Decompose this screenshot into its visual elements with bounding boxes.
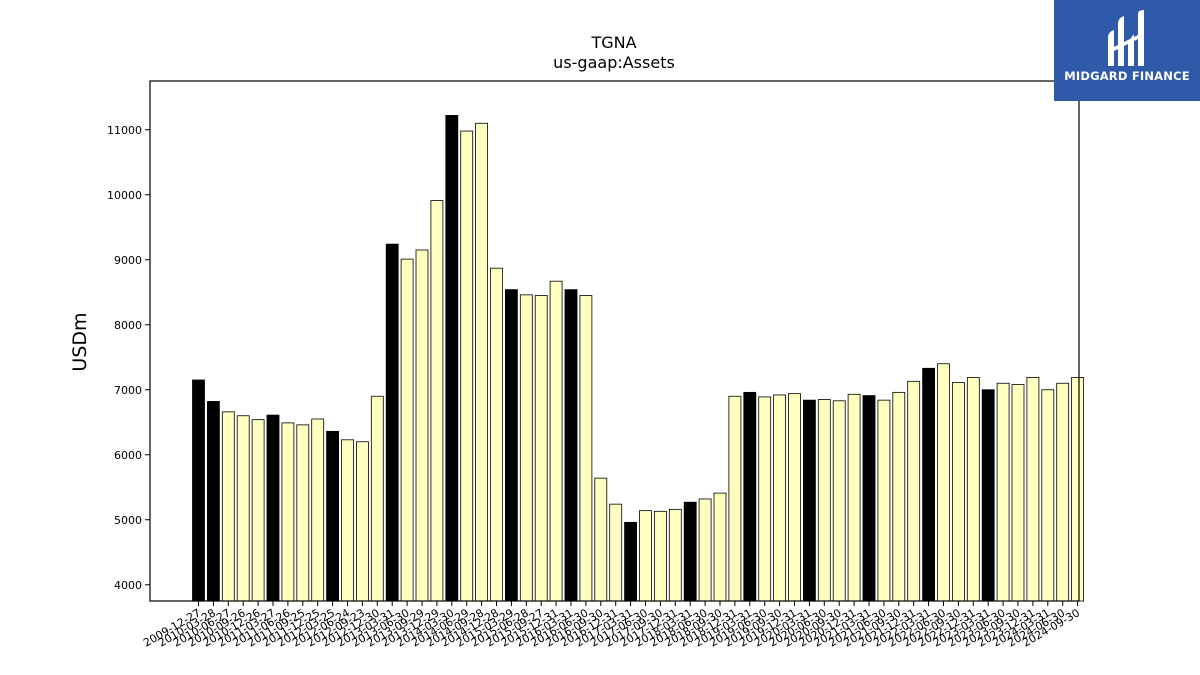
- bar-2015-09-27: [534, 295, 548, 602]
- brand-logo: MIDGARD FINANCE: [1054, 0, 1200, 101]
- bar-2024-03-31: [1041, 389, 1055, 602]
- chart-subtitle: us-gaap:Assets: [553, 53, 675, 72]
- bar-2023-06-30: [996, 382, 1010, 602]
- bar-2014-06-29: [460, 130, 474, 602]
- bar-2011-09-25: [296, 424, 310, 602]
- y-tick-label: 10000: [107, 189, 142, 202]
- bar-2020-12-31: [847, 393, 861, 602]
- bar-2017-06-30: [639, 510, 652, 602]
- bar-2013-12-29: [430, 200, 444, 602]
- bar-2010-06-27: [221, 411, 235, 602]
- bar-2023-03-31: [981, 389, 995, 602]
- y-tick-label: 9000: [114, 254, 142, 267]
- bar-2021-06-30: [877, 399, 891, 602]
- midgard-logo-icon: [1108, 10, 1144, 66]
- bar-2014-12-28: [490, 267, 503, 602]
- bar-2020-06-30: [817, 399, 831, 602]
- bar-2022-06-30: [937, 363, 950, 602]
- bar-2018-03-31: [683, 501, 697, 602]
- bar-2018-09-30: [713, 492, 727, 602]
- bar-2016-06-30: [579, 295, 593, 602]
- bar-2017-12-31: [668, 508, 682, 602]
- x-ticks-group: 2009-12-272010-03-282010-06-272010-09-26…: [141, 601, 1082, 650]
- bar-2012-06-24: [341, 439, 354, 602]
- bar-2019-06-30: [758, 396, 772, 602]
- y-tick-label: 8000: [114, 319, 142, 332]
- bar-2011-06-26: [281, 422, 295, 602]
- bar-2012-03-25: [326, 430, 340, 602]
- bar-2016-12-31: [609, 503, 623, 602]
- bar-2022-03-31: [922, 367, 935, 602]
- bar-2016-09-30: [594, 477, 608, 602]
- bar-2020-09-30: [832, 400, 846, 602]
- bar-2021-09-30: [892, 391, 906, 602]
- bar-2015-12-31: [549, 280, 563, 602]
- bar-2012-09-23: [355, 441, 369, 602]
- bar-2021-12-31: [907, 380, 921, 602]
- bar-2013-03-31: [385, 243, 399, 602]
- y-tick-label: 11000: [107, 124, 142, 137]
- bar-2022-09-30: [952, 382, 965, 602]
- bar-2015-06-28: [519, 294, 533, 602]
- bar-2010-03-28: [206, 401, 220, 602]
- bar-2018-06-30: [698, 498, 712, 602]
- bar-2016-03-31: [564, 289, 578, 602]
- bar-2018-12-31: [728, 395, 742, 602]
- bar-2014-03-30: [445, 115, 459, 602]
- bar-2014-09-28: [475, 122, 489, 602]
- bar-2022-12-31: [966, 376, 980, 602]
- bar-2010-09-26: [236, 415, 250, 602]
- y-tick-label: 5000: [114, 514, 142, 527]
- y-axis-label: USDm: [69, 312, 91, 371]
- bar-2024-09-30: [1071, 376, 1084, 602]
- bars-group: [192, 115, 1084, 602]
- bar-2012-12-30: [370, 395, 384, 602]
- bar-2017-03-31: [624, 521, 637, 602]
- bar-2019-12-31: [788, 393, 801, 602]
- bar-2017-09-30: [654, 510, 667, 602]
- bar-2021-03-31: [862, 395, 876, 602]
- bar-2020-03-31: [803, 399, 816, 602]
- y-tick-label: 7000: [114, 384, 142, 397]
- bar-2023-12-31: [1026, 376, 1040, 602]
- bar-2019-03-31: [743, 391, 757, 602]
- bar-2013-09-29: [415, 249, 429, 602]
- bar-2013-06-30: [400, 258, 414, 602]
- y-ticks-group: 4000 5000 6000 7000 8000 9000 10000 11000: [107, 124, 150, 592]
- bar-2023-09-30: [1011, 384, 1025, 602]
- plot-frame: [149, 80, 1080, 602]
- bar-2010-12-26: [251, 419, 265, 602]
- bar-2024-06-30: [1056, 382, 1070, 602]
- bar-2009-12-27: [192, 379, 205, 602]
- bar-2015-03-29: [504, 289, 518, 602]
- y-tick-label: 6000: [114, 449, 142, 462]
- bar-2011-12-25: [311, 418, 325, 602]
- chart-title: TGNA: [590, 33, 636, 52]
- y-tick-label: 4000: [114, 579, 142, 592]
- bar-2019-09-30: [773, 394, 786, 602]
- brand-name: MIDGARD FINANCE: [1064, 69, 1190, 83]
- bar-2011-03-27: [266, 414, 280, 602]
